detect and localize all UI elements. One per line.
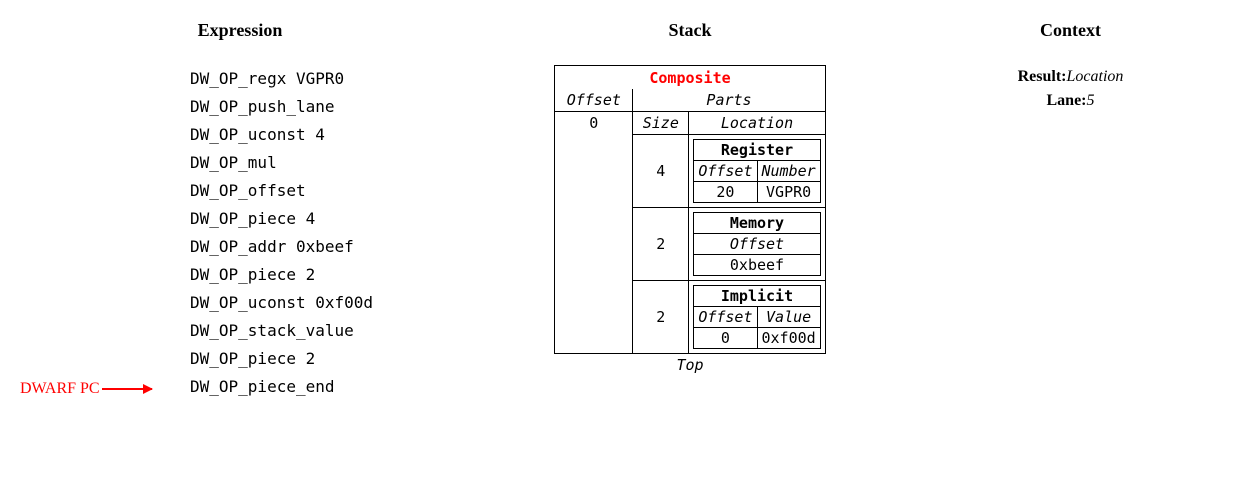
context-result-key: Result: xyxy=(1018,68,1067,85)
expr-op: DW_OP_piece 2 xyxy=(190,345,440,373)
location-col-header: Value xyxy=(758,307,820,327)
stack-top-label: Top xyxy=(676,356,703,374)
part-size: 2 xyxy=(633,281,689,353)
context-lane-value: 5 xyxy=(1087,92,1095,109)
expression-list: DW_OP_regx VGPR0 DW_OP_push_lane DW_OP_u… xyxy=(40,65,440,401)
location-header: Location xyxy=(689,112,824,134)
expression-column: Expression DW_OP_regx VGPR0 DW_OP_push_l… xyxy=(40,20,440,401)
location-value-row: 20 VGPR0 xyxy=(694,181,819,202)
context-body: Result:Location Lane:5 xyxy=(940,65,1201,113)
context-column: Context Result:Location Lane:5 xyxy=(940,20,1201,113)
offset-column: Offset 0 xyxy=(555,89,633,353)
part-location: Implicit Offset Value 0 0xf00d xyxy=(689,281,824,353)
location-val: VGPR0 xyxy=(758,182,820,202)
context-lane: Lane:5 xyxy=(940,89,1201,113)
expr-op: DW_OP_addr 0xbeef xyxy=(190,233,440,261)
part-size: 4 xyxy=(633,135,689,207)
context-result: Result:Location xyxy=(940,65,1201,89)
location-header-row: Offset Number xyxy=(694,160,819,181)
part-row-implicit: 2 Implicit Offset Value 0 xyxy=(633,280,824,353)
expr-op: DW_OP_piece_end xyxy=(190,373,440,401)
part-location: Register Offset Number 20 VGPR0 xyxy=(689,135,824,207)
offset-value: 0 xyxy=(555,112,632,134)
location-col-header: Offset xyxy=(694,161,757,181)
location-val: 0xf00d xyxy=(758,328,820,348)
part-size: 2 xyxy=(633,208,689,280)
location-kind: Memory xyxy=(694,213,819,233)
expr-op: DW_OP_piece 2 xyxy=(190,261,440,289)
location-value-row: 0 0xf00d xyxy=(694,327,819,348)
memory-val: 0xbeef xyxy=(694,255,819,275)
part-location: Memory Offset 0xbeef xyxy=(689,208,824,280)
composite-box: Composite Offset 0 Parts Size Location xyxy=(554,65,825,354)
part-row-register: 4 Register Offset Number 20 xyxy=(633,134,824,207)
expr-op: DW_OP_mul xyxy=(190,149,440,177)
expr-op: DW_OP_stack_value xyxy=(190,317,440,345)
context-result-value: Location xyxy=(1067,68,1124,85)
location-kind: Implicit xyxy=(694,286,819,306)
parts-column: Parts Size Location 4 Register xyxy=(633,89,824,353)
stack-column: Stack Composite Offset 0 Parts Size Loca… xyxy=(480,20,900,374)
location-header-row: Offset Value xyxy=(694,306,819,327)
composite-title: Composite xyxy=(555,66,824,89)
context-heading: Context xyxy=(940,20,1201,41)
size-location-header-row: Size Location xyxy=(633,111,824,134)
arrow-right-icon xyxy=(102,388,152,390)
expr-op: DW_OP_uconst 0xf00d xyxy=(190,289,440,317)
expression-heading: Expression xyxy=(40,20,440,41)
expr-op: DW_OP_offset xyxy=(190,177,440,205)
memory-col-header: Offset xyxy=(694,234,819,255)
parts-header: Parts xyxy=(633,89,824,111)
offset-header: Offset xyxy=(555,89,632,112)
location-val: 0 xyxy=(694,328,757,348)
expr-op: DW_OP_uconst 4 xyxy=(190,121,440,149)
stack-grid: Offset 0 Parts Size Location 4 xyxy=(555,89,824,353)
location-box-register: Register Offset Number 20 VGPR0 xyxy=(693,139,820,203)
location-col-header: Number xyxy=(758,161,820,181)
location-box-implicit: Implicit Offset Value 0 0xf00d xyxy=(693,285,820,349)
location-kind: Register xyxy=(694,140,819,160)
expr-op: DW_OP_regx VGPR0 xyxy=(190,65,440,93)
size-header: Size xyxy=(633,112,689,134)
stack-wrap: Composite Offset 0 Parts Size Location xyxy=(480,65,900,374)
diagram-container: Expression DW_OP_regx VGPR0 DW_OP_push_l… xyxy=(40,20,1201,401)
location-val: 20 xyxy=(694,182,757,202)
part-row-memory: 2 Memory Offset 0xbeef xyxy=(633,207,824,280)
expr-op: DW_OP_piece 4 xyxy=(190,205,440,233)
dwarf-pc-label: DWARF PC xyxy=(20,380,100,398)
stack-heading: Stack xyxy=(480,20,900,41)
location-col-header: Offset xyxy=(694,307,757,327)
dwarf-pc-marker: DWARF PC xyxy=(20,380,152,398)
expr-op: DW_OP_push_lane xyxy=(190,93,440,121)
location-box-memory: Memory Offset 0xbeef xyxy=(693,212,820,276)
context-lane-key: Lane: xyxy=(1047,92,1087,109)
memory-table: Offset 0xbeef xyxy=(694,233,819,275)
